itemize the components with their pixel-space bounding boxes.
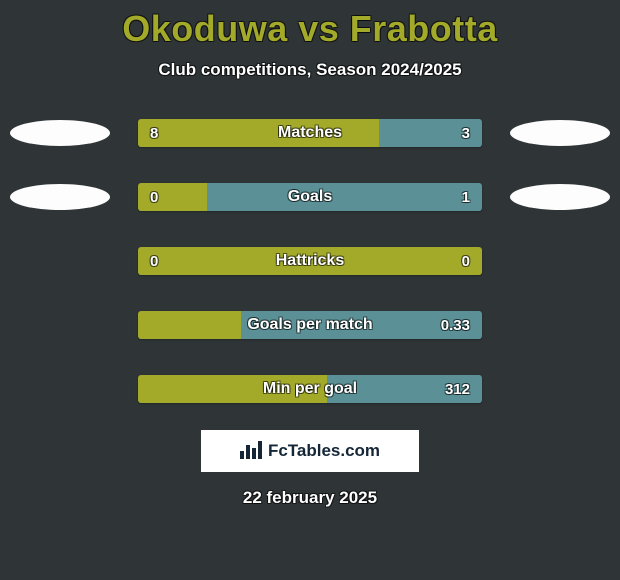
stat-value-a: 0 — [150, 183, 158, 211]
player-b-marker — [510, 120, 610, 146]
stat-row: Goals01 — [0, 174, 620, 220]
stat-value-b: 312 — [445, 375, 470, 403]
stat-value-a: 8 — [150, 119, 158, 147]
brand-badge: FcTables.com — [201, 430, 419, 472]
player-a-name: Okoduwa — [122, 8, 288, 49]
bar-segment-a — [138, 375, 327, 403]
infographic-container: Okoduwa vs Frabotta Club competitions, S… — [0, 0, 620, 580]
stat-value-b: 3 — [462, 119, 470, 147]
stats-bars: Matches83Goals01Hattricks00Goals per mat… — [0, 110, 620, 412]
chart-icon — [240, 439, 262, 464]
stat-value-b: 1 — [462, 183, 470, 211]
subtitle: Club competitions, Season 2024/2025 — [0, 60, 620, 80]
stat-row: Goals per match0.33 — [0, 302, 620, 348]
bar-segment-a — [138, 119, 379, 147]
player-a-marker — [10, 184, 110, 210]
stat-value-a: 0 — [150, 247, 158, 275]
player-b-marker — [510, 184, 610, 210]
stat-row: Hattricks00 — [0, 238, 620, 284]
bar-segment-a — [138, 183, 207, 211]
stat-value-b: 0 — [462, 247, 470, 275]
brand-text: FcTables.com — [268, 441, 380, 461]
stat-bar: Matches83 — [138, 119, 482, 147]
stat-bar: Hattricks00 — [138, 247, 482, 275]
stat-row: Matches83 — [0, 110, 620, 156]
stat-row: Min per goal312 — [0, 366, 620, 412]
stat-bar: Min per goal312 — [138, 375, 482, 403]
footer-date: 22 february 2025 — [0, 488, 620, 508]
player-b-name: Frabotta — [350, 8, 498, 49]
bar-segment-a — [138, 247, 482, 275]
page-title: Okoduwa vs Frabotta — [0, 0, 620, 50]
title-vs: vs — [288, 8, 350, 49]
bar-segment-b — [207, 183, 482, 211]
stat-bar: Goals01 — [138, 183, 482, 211]
player-a-marker — [10, 120, 110, 146]
bar-segment-a — [138, 311, 241, 339]
stat-value-b: 0.33 — [441, 311, 470, 339]
stat-bar: Goals per match0.33 — [138, 311, 482, 339]
